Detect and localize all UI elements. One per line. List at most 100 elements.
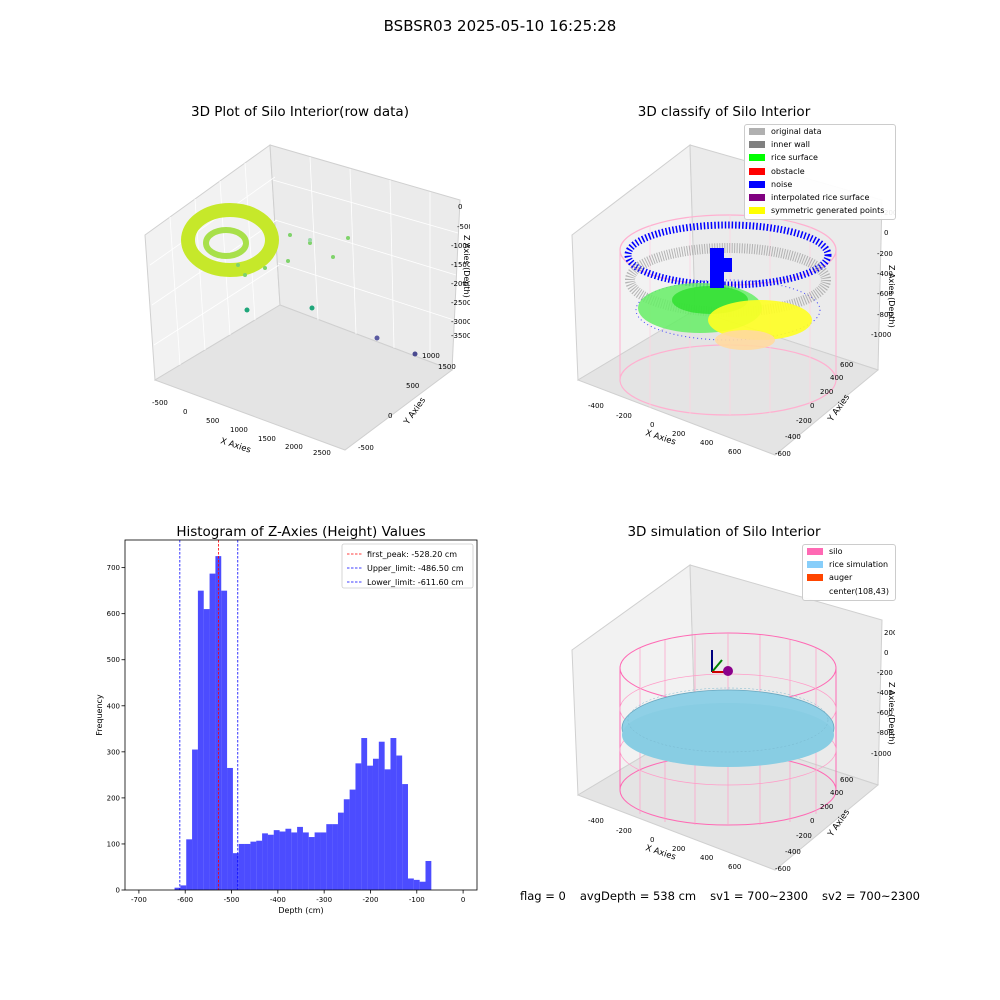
classify3d-x-tick: 600 xyxy=(728,448,741,456)
histogram-x-tick: 0 xyxy=(461,896,465,904)
simulation3d-legend-item: rice simulation xyxy=(803,558,895,571)
classify3d-legend-item: rice surface xyxy=(745,151,895,164)
histogram-bar xyxy=(378,741,385,890)
classify3d-y-tick: -400 xyxy=(785,433,801,441)
classify3d-legend-label: rice surface xyxy=(771,153,818,163)
classify3d-plot: -400 -200 0 200 400 600 X Axies 600 400 … xyxy=(571,144,895,458)
histogram-y-tick: 0 xyxy=(116,887,120,895)
classify3d-legend-swatch xyxy=(749,141,765,149)
classify3d-x-tick: 400 xyxy=(700,439,713,447)
simulation3d-x-tick: -200 xyxy=(616,827,632,835)
classify3d-legend-swatch xyxy=(749,194,765,202)
histogram-bar xyxy=(232,853,239,890)
histogram-bar xyxy=(197,590,204,890)
histogram-bar xyxy=(227,767,233,890)
simulation3d-legend-item: silo xyxy=(803,545,895,558)
figure-title: BSBSR03 2025-05-10 16:25:28 xyxy=(383,17,617,35)
classify3d-legend-item: symmetric generated points xyxy=(745,204,895,217)
raw3d-y-tick: -500 xyxy=(358,444,374,452)
simulation3d-legend-swatch xyxy=(807,548,823,556)
histogram-bar xyxy=(244,843,251,890)
histogram-y-tick: 400 xyxy=(107,702,120,710)
simulation3d-legend-label: silo xyxy=(829,547,843,557)
raw3d-z-tick: -2000 xyxy=(451,280,470,288)
simulation3d-title: 3D simulation of Silo Interior xyxy=(627,524,821,540)
raw3d-y-tick: 0 xyxy=(388,412,392,420)
histogram-bar xyxy=(314,832,321,890)
histogram-bar xyxy=(326,824,333,890)
histogram-bar xyxy=(302,832,309,890)
classify3d-title: 3D classify of Silo Interior xyxy=(637,104,811,120)
histogram-bar xyxy=(413,879,420,890)
histogram-bar xyxy=(273,830,280,890)
classify3d-y-tick: 0 xyxy=(810,402,814,410)
raw3d-y-tick: 1500 xyxy=(438,363,456,371)
simulation3d-x-tick: 400 xyxy=(700,854,713,862)
simulation3d-legend-item: center(108,43) xyxy=(803,585,895,598)
histogram-legend-label: Upper_limit: -486.50 cm xyxy=(367,564,464,573)
histogram-x-tick: -500 xyxy=(224,896,240,904)
raw3d-x-tick: -500 xyxy=(152,399,168,407)
classify3d-y-tick: 400 xyxy=(830,374,843,382)
sv1-text: sv1 = 700~2300 xyxy=(710,889,809,903)
histogram-y-tick: 500 xyxy=(107,656,120,664)
histogram-x-tick: -400 xyxy=(270,896,286,904)
raw3d-title: 3D Plot of Silo Interior(row data) xyxy=(191,104,409,120)
histogram-bar xyxy=(355,763,362,890)
raw3d-x-tick: 1000 xyxy=(230,426,248,434)
simulation3d-legend-label: auger xyxy=(829,573,853,583)
simulation3d-y-tick: -400 xyxy=(785,848,801,856)
histogram-bar xyxy=(285,828,292,890)
histogram-bar xyxy=(221,590,228,890)
simulation3d-z-tick: -800 xyxy=(877,729,893,737)
histogram-bar xyxy=(209,573,216,890)
histogram-legend xyxy=(341,543,474,589)
sv2-text: sv2 = 700~2300 xyxy=(822,889,920,903)
simulation3d-legend-item: auger xyxy=(803,571,895,584)
classify3d-y-tick: -600 xyxy=(775,450,791,458)
histogram-bar xyxy=(291,832,298,890)
histogram-y-tick: 200 xyxy=(107,794,120,802)
classify3d-legend-label: original data xyxy=(771,127,822,137)
raw3d-floor-pane xyxy=(153,304,454,451)
raw3d-z-tick: -3500 xyxy=(451,332,470,340)
classify3d-z-tick: -1000 xyxy=(871,331,891,339)
raw3d-z-label: Z Axies (Depth) xyxy=(462,235,470,298)
histogram-bar xyxy=(419,881,426,890)
simulation3d-y-tick: -200 xyxy=(796,832,812,840)
raw3d-rice-ring xyxy=(181,203,279,277)
histogram-bar xyxy=(256,840,263,890)
simulation3d-legend-swatch xyxy=(807,561,823,569)
histogram-y-tick: 700 xyxy=(107,564,120,572)
raw3d-rice-ring-inner xyxy=(203,227,249,259)
simulation3d-y-tick: -600 xyxy=(775,865,791,873)
simulation3d-y-tick: 600 xyxy=(840,776,853,784)
histogram-x-tick: -200 xyxy=(363,896,379,904)
histogram-bar xyxy=(215,556,222,890)
classify3d-y-tick: 200 xyxy=(820,388,833,396)
classify3d-z-tick: 0 xyxy=(884,229,888,237)
histogram-bar xyxy=(174,887,181,890)
histogram-bar xyxy=(367,765,373,890)
simulation3d-z-label: Z Axies (Depth) xyxy=(887,682,895,745)
histogram-bar xyxy=(332,824,338,890)
raw3d-x-tick: 2500 xyxy=(313,449,331,455)
histogram-bar xyxy=(349,789,356,890)
classify3d-legend-label: noise xyxy=(771,179,793,189)
classify3d-legend-swatch xyxy=(749,154,765,162)
histogram-y-tick: 300 xyxy=(107,748,120,756)
classify3d-x-tick: -400 xyxy=(588,402,604,410)
histogram-bar xyxy=(402,784,408,890)
raw3d-z-tick: -1500 xyxy=(451,261,470,269)
classify3d-x-tick: 0 xyxy=(650,421,654,429)
histogram-x-tick: -100 xyxy=(409,896,425,904)
histogram-legend-label: first_peak: -528.20 cm xyxy=(367,550,457,559)
histogram-bar xyxy=(267,834,274,890)
classify3d-legend-item: interpolated rice surface xyxy=(745,191,895,204)
histogram-bar xyxy=(372,758,379,890)
flag-text: flag = 0 xyxy=(520,889,566,903)
classify3d-legend-item: original data xyxy=(745,125,895,138)
classify3d-z-tick: -800 xyxy=(877,311,893,319)
classify3d-x-tick: 200 xyxy=(672,430,685,438)
classify3d-legend-swatch xyxy=(749,167,765,175)
